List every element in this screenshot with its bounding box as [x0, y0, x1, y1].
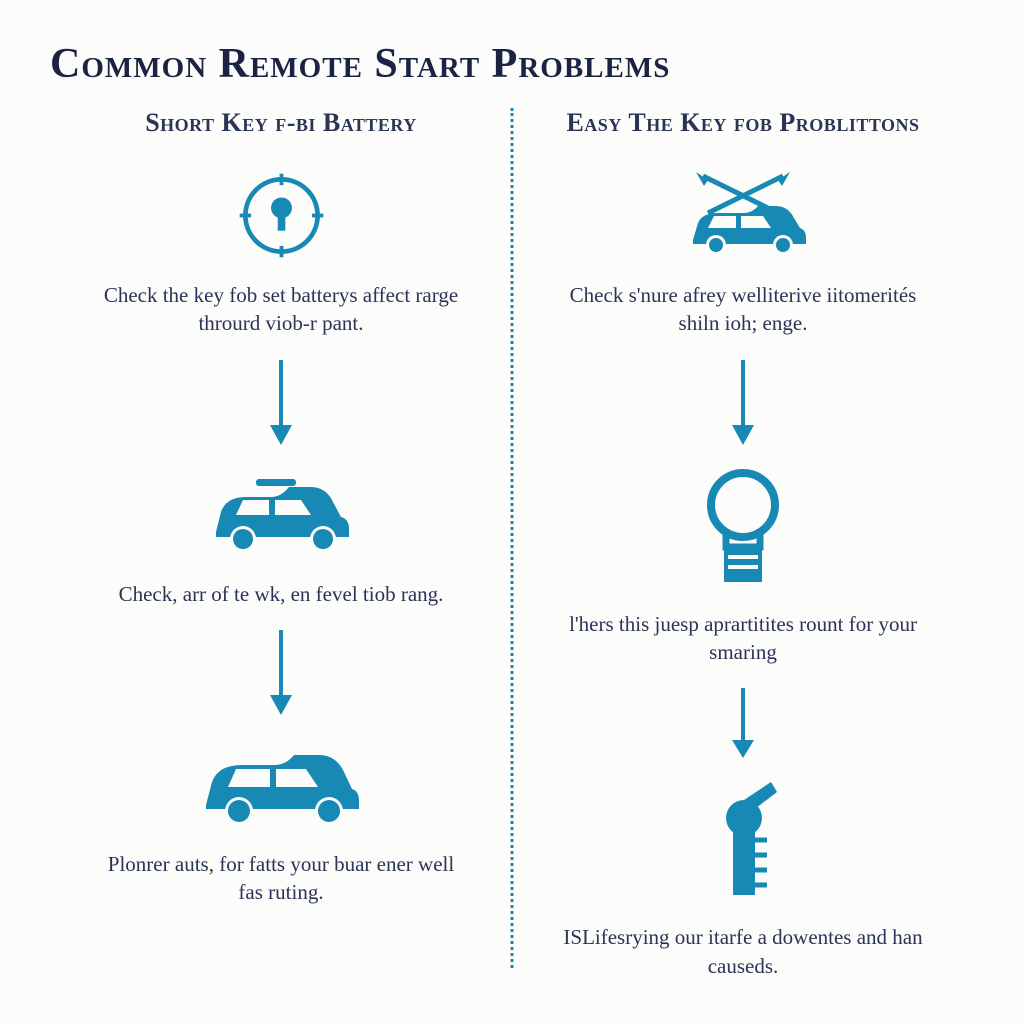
car-scissor-icon [668, 168, 818, 263]
right-step-3: ISLifesrying our itarfe a dowentes and h… [542, 780, 944, 1002]
compass-bulb-icon [234, 168, 329, 263]
right-step-2-text: l'hers this juesp aprartitites rount for… [563, 610, 923, 667]
column-divider [511, 108, 514, 968]
car-icon [194, 737, 369, 832]
flow-arrow-icon [728, 360, 758, 445]
left-step-2: Check, arr of te wk, en fevel tiob rang. [80, 467, 482, 630]
flow-arrow-icon [728, 688, 758, 758]
flow-arrow-icon [266, 360, 296, 445]
left-step-2-text: Check, arr of te wk, en fevel tiob rang. [119, 580, 444, 608]
right-step-2: l'hers this juesp aprartitites rount for… [542, 467, 944, 689]
gauge-tool-icon [693, 780, 793, 905]
right-column: Easy The Key fob Problittons Check [512, 108, 974, 988]
left-step-1: Check the key fob set batterys affect ra… [80, 168, 482, 360]
left-step-1-text: Check the key fob set batterys affect ra… [101, 281, 461, 338]
right-step-1: Check s'nure afrey welliterive iitomerit… [542, 168, 944, 360]
right-step-3-text: ISLifesrying our itarfe a dowentes and h… [563, 923, 923, 980]
flow-arrow-icon [266, 630, 296, 715]
right-step-1-text: Check s'nure afrey welliterive iitomerit… [563, 281, 923, 338]
left-step-3: Plonrer auts, for fatts your buar ener w… [80, 737, 482, 929]
columns-container: Short Key f-bi Battery Check the key fob… [50, 108, 974, 988]
left-step-3-text: Plonrer auts, for fatts your buar ener w… [101, 850, 461, 907]
lightbulb-icon [698, 467, 788, 592]
car-icon [201, 467, 361, 562]
right-column-title: Easy The Key fob Problittons [566, 108, 919, 138]
page-title: Common Remote Start Problems [50, 40, 974, 88]
left-column-title: Short Key f-bi Battery [145, 108, 417, 138]
left-column: Short Key f-bi Battery Check the key fob… [50, 108, 512, 988]
